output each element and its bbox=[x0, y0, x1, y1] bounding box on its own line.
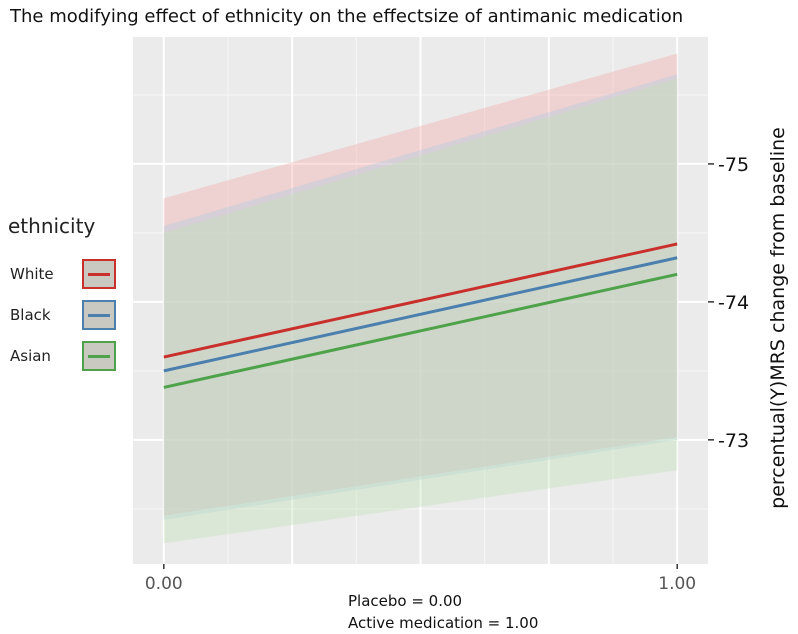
y-tick-label: -73 bbox=[718, 430, 749, 452]
y-tick-label: -75 bbox=[718, 154, 749, 176]
confidence-band-white bbox=[163, 53, 678, 516]
legend-label: Asian bbox=[10, 347, 51, 365]
x-tick-label: 0.00 bbox=[145, 574, 183, 594]
y-axis-ticks: -73 -74 -75 bbox=[708, 154, 749, 452]
x-caption-line-placebo: Placebo = 0.00 bbox=[348, 592, 463, 610]
legend-title: ethnicity bbox=[8, 214, 96, 238]
confidence-band-black bbox=[163, 74, 678, 520]
legend-label: Black bbox=[10, 306, 51, 324]
legend-item-asian: Asian bbox=[10, 339, 116, 373]
x-axis-caption: Placebo = 0.00 Active medication = 1.00 bbox=[348, 590, 538, 634]
series-line-white bbox=[163, 242, 678, 359]
legend-key-white bbox=[82, 259, 116, 289]
legend-item-black: Black bbox=[10, 298, 116, 332]
major-gridlines bbox=[133, 37, 708, 564]
x-caption-line-active: Active medication = 1.00 bbox=[348, 614, 539, 632]
y-tick-label: -74 bbox=[718, 292, 749, 314]
series-line-black bbox=[163, 256, 678, 373]
series-lines bbox=[163, 242, 678, 389]
legend-label: White bbox=[10, 265, 54, 283]
legend-key-asian bbox=[82, 341, 116, 371]
legend-key-black bbox=[82, 300, 116, 330]
chart-title: The modifying effect of ethnicity on the… bbox=[10, 6, 684, 27]
x-axis-ticks: 0.00 1.00 bbox=[145, 564, 696, 594]
legend-item-white: White bbox=[10, 257, 116, 291]
x-tick-label: 1.00 bbox=[658, 574, 696, 594]
y-axis-label: percentual(Y)MRS change from baseline bbox=[767, 127, 789, 509]
series-line-asian bbox=[163, 272, 678, 389]
confidence-band-asian bbox=[163, 78, 678, 544]
confidence-bands bbox=[163, 53, 678, 544]
